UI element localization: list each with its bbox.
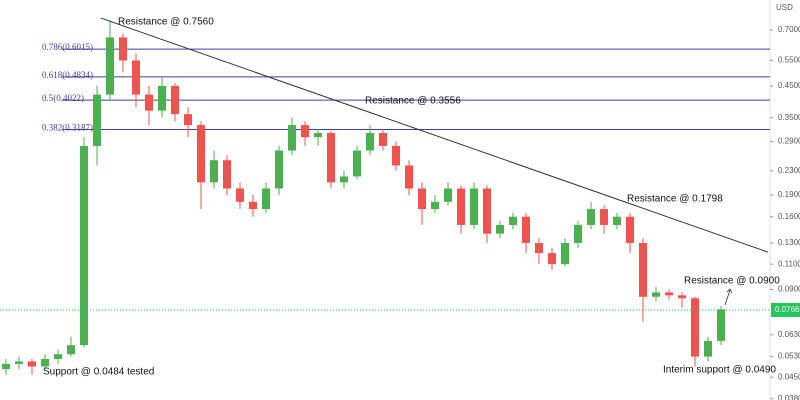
y-tick-label: 0.0900 [778,285,800,294]
candle-body [223,160,231,189]
fib-label: 0.786(0.6015) [42,42,93,52]
candle-body [262,188,270,210]
currency-label: USD [776,3,793,12]
candle-body [548,253,556,265]
candle-body [41,358,49,367]
candle-body [366,133,374,151]
candle-body [704,340,712,357]
candle-body [444,188,452,202]
candle-body [353,150,361,177]
candle-body [613,216,621,225]
candle-body [457,188,465,225]
candle-body [392,145,400,166]
candle-body [2,363,10,370]
candle-body [496,224,504,234]
candle-body [626,216,634,244]
trendline [100,17,768,253]
candle-body [483,188,491,234]
candle-body [691,298,699,357]
candle-body [301,125,309,138]
candle-body [106,37,114,95]
candle-body [15,361,23,364]
candle-body [184,114,192,126]
candle-body [587,209,595,225]
candle-body [509,216,517,225]
candle-body [678,295,686,299]
candle-body [470,188,478,225]
candle-body [54,354,62,359]
annotation: Resistance @ 0.1798 [627,194,723,205]
fib-label: 0.382(0.3187) [42,123,93,133]
arrow [724,288,733,306]
last-price-box [771,302,800,317]
fib-label: 0.5(0.4022) [42,93,84,103]
candle-body [405,165,413,189]
candle-body [418,188,426,210]
candle-body [158,85,166,111]
candle-body [652,292,660,297]
candle-body [28,361,36,367]
annotation: Support @ 0.0484 tested [43,367,154,378]
candle-body [275,150,283,189]
last-price-label: 0.0766 [775,305,800,314]
candle-body [145,94,153,111]
candle-body [93,94,101,146]
y-tick-label: 0.1100 [778,259,800,268]
candle-body [340,176,348,183]
candle-body [600,209,608,225]
annotation: Resistance @ 0.0900 [684,276,780,287]
candle-body [327,133,335,183]
candle-body [574,224,582,244]
candle-body [639,243,647,297]
candle-body [431,201,439,210]
candle-body [132,60,140,95]
candle-body [535,243,543,254]
candle-body [561,243,569,265]
candle-body [236,188,244,202]
annotation: Interim support @ 0.0490 [663,365,776,376]
candle-body [665,292,673,296]
candle-body [717,309,725,341]
candle-body [249,201,257,210]
candle-body [522,216,530,244]
candle-body [379,133,387,146]
candle-body [80,145,88,346]
candle-body [288,125,296,151]
candle-body [171,85,179,115]
candle-body [210,160,218,183]
candle-body [197,125,205,183]
fib-label: 0.618(0.4834) [42,70,93,80]
annotation: Resistance @ 0.7560 [118,17,214,28]
candle-body [119,37,127,61]
candle-body [67,345,75,355]
candle-body [314,133,322,138]
annotation: Resistance @ 0.3556 [365,96,461,107]
